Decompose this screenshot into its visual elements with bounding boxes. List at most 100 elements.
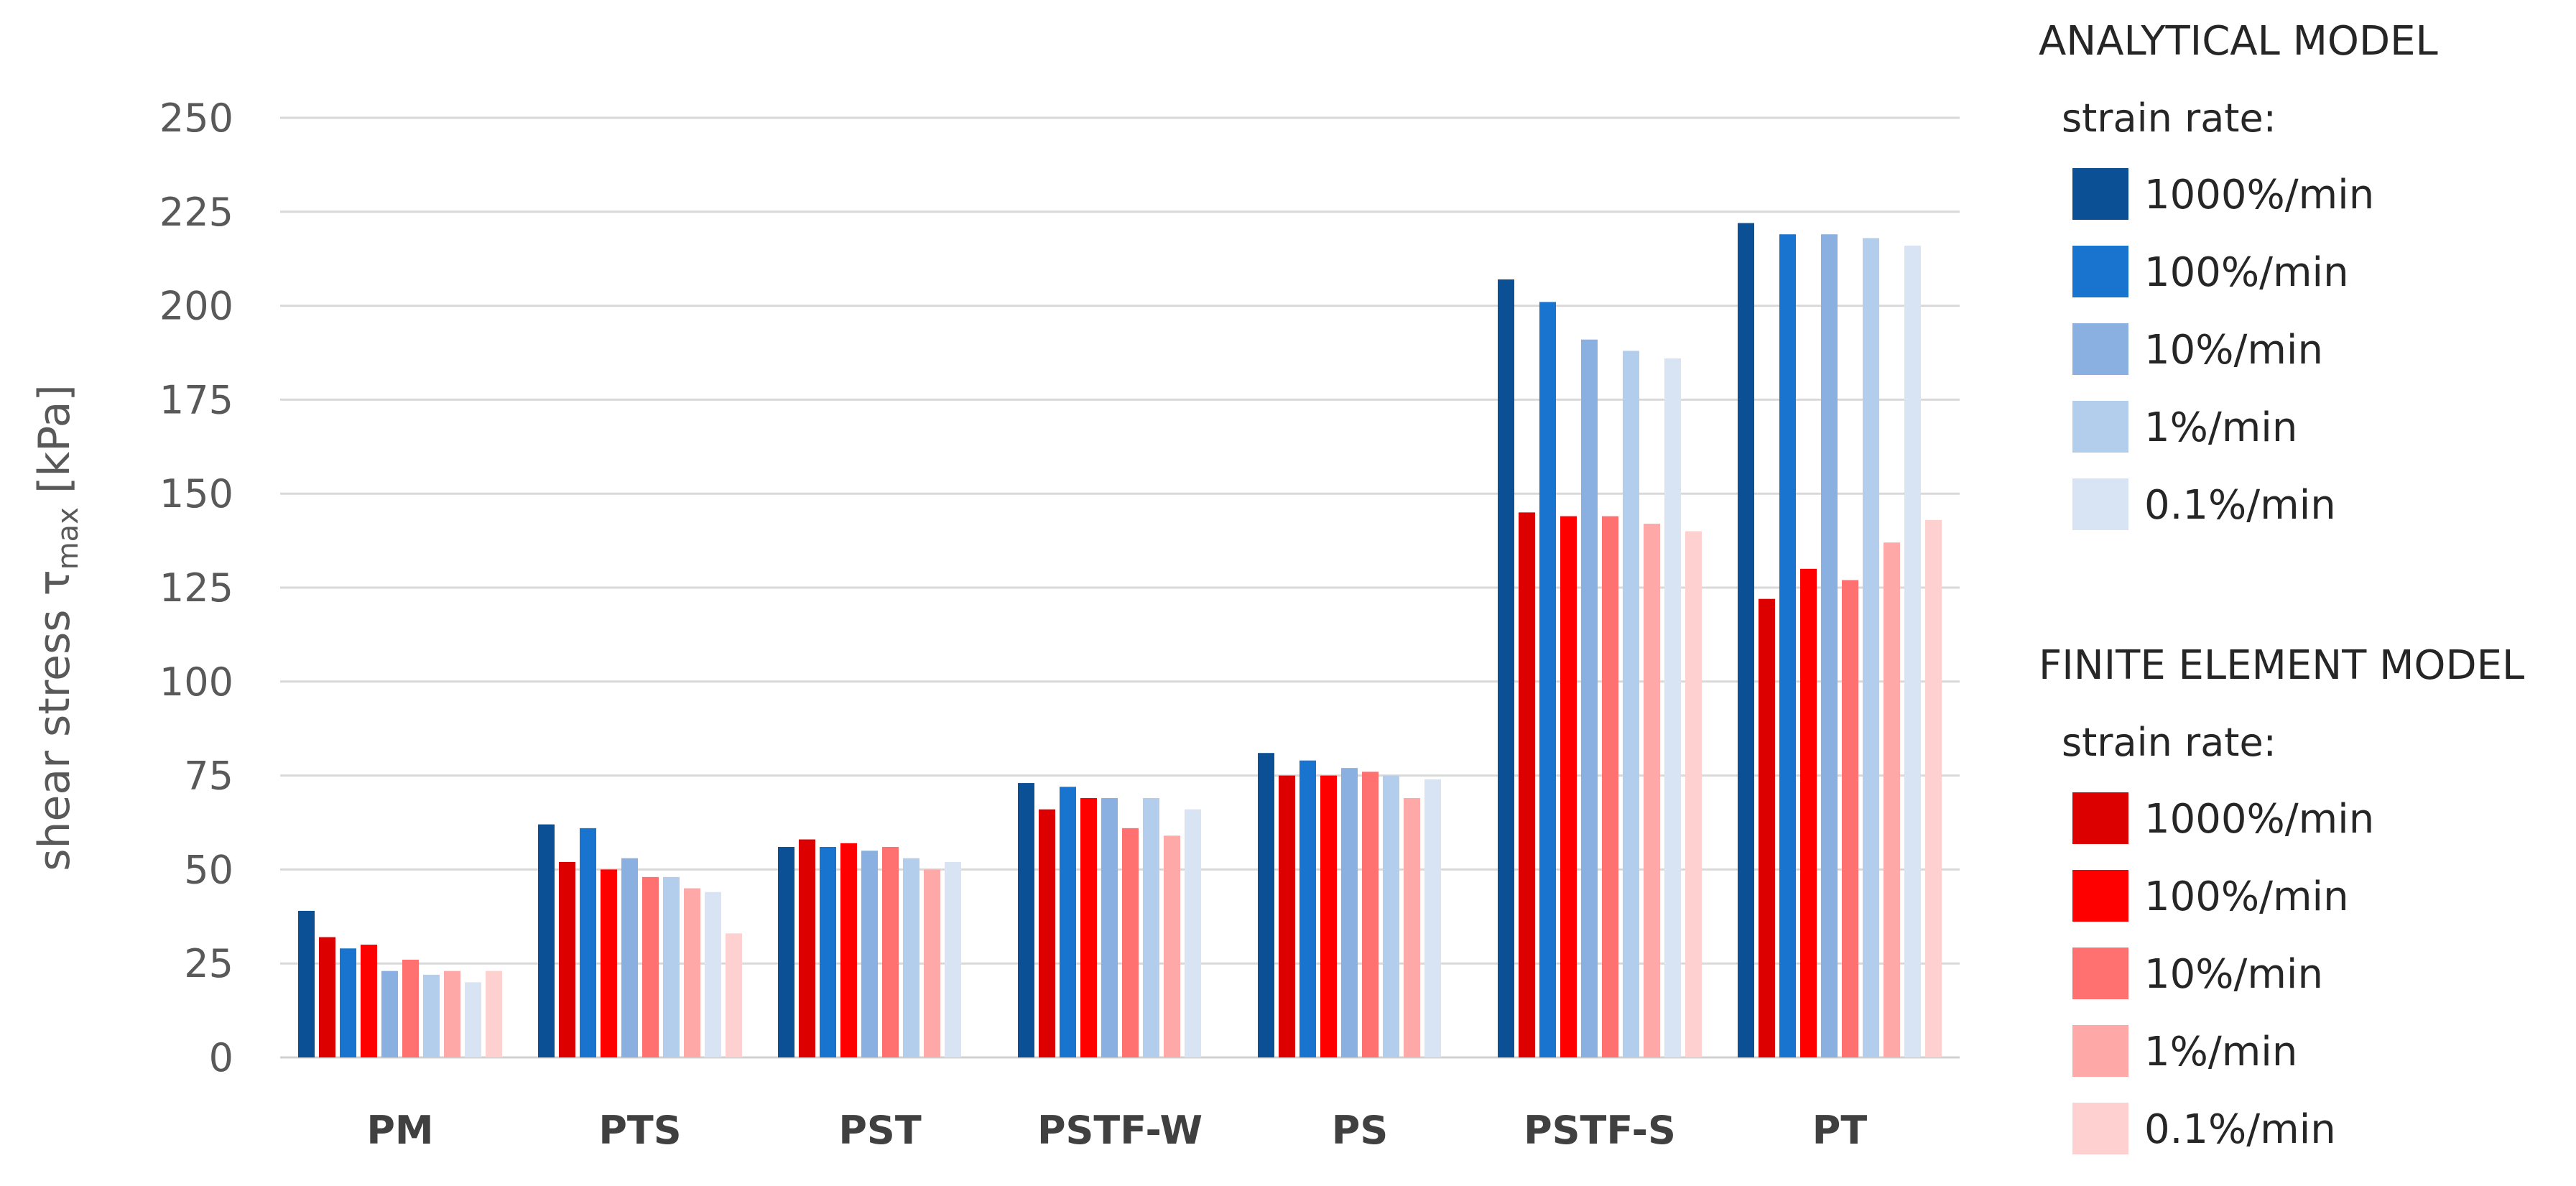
bar xyxy=(298,910,315,1057)
bar xyxy=(1080,797,1097,1057)
legend-entry-label: 10%/min xyxy=(2144,327,2323,374)
bar xyxy=(1299,760,1316,1057)
bar xyxy=(1424,779,1441,1057)
bar xyxy=(945,861,961,1057)
y-tick-label: 50 xyxy=(184,847,233,892)
bar xyxy=(778,847,794,1057)
y-tick-label: 225 xyxy=(159,190,233,235)
bar xyxy=(1539,302,1556,1057)
bar xyxy=(1018,783,1034,1057)
legend-swatch xyxy=(2072,870,2128,922)
bar xyxy=(1101,797,1118,1057)
bar xyxy=(1279,775,1295,1057)
legend-heading: ANALYTICAL MODEL xyxy=(2039,18,2438,65)
legend-swatch xyxy=(2072,1103,2128,1154)
bar xyxy=(1884,542,1900,1057)
bar xyxy=(1685,531,1702,1057)
legend-entry-label: 10%/min xyxy=(2144,951,2323,998)
bar xyxy=(1644,524,1660,1057)
legend: ANALYTICAL MODEL strain rate: 1000%/min 100… xyxy=(2039,18,2524,1154)
bar xyxy=(840,843,857,1057)
bar xyxy=(601,869,617,1057)
x-category-label: PS xyxy=(1332,1108,1388,1153)
bar xyxy=(402,959,419,1057)
bar xyxy=(1664,358,1681,1057)
legend-swatch xyxy=(2072,948,2128,999)
y-tick-label: 250 xyxy=(159,96,233,141)
bar xyxy=(580,828,596,1057)
y-tick-label: 25 xyxy=(184,941,233,986)
legend-swatch xyxy=(2072,792,2128,844)
bar xyxy=(1519,512,1535,1057)
bar xyxy=(1602,516,1618,1057)
bar xyxy=(444,970,460,1057)
bar xyxy=(361,945,377,1057)
legend-heading: FINITE ELEMENT MODEL xyxy=(2039,642,2524,689)
bar xyxy=(726,933,742,1057)
bar xyxy=(538,824,555,1057)
legend-entry-label: 1%/min xyxy=(2144,1029,2297,1075)
bar xyxy=(1779,234,1796,1057)
x-category-label: PT xyxy=(1812,1108,1868,1153)
bar xyxy=(486,970,502,1057)
bar xyxy=(642,876,659,1057)
x-category-label: PSTF-W xyxy=(1037,1108,1203,1153)
bar xyxy=(903,858,919,1057)
y-axis-label-unit: [kPa] xyxy=(29,384,80,507)
legend-entry-label: 1000%/min xyxy=(2144,796,2374,843)
y-tick-label: 0 xyxy=(209,1035,233,1080)
bar xyxy=(465,982,481,1057)
bar xyxy=(1258,753,1274,1057)
y-tick-label: 150 xyxy=(159,471,233,516)
legend-swatch xyxy=(2072,323,2128,375)
y-axis-ticks: 0 25 50 75 100 125 150 175 200 225 250 xyxy=(159,96,233,1080)
legend-subheading: strain rate: xyxy=(2062,96,2276,141)
bar xyxy=(1863,238,1879,1057)
bar xyxy=(319,937,335,1057)
bar xyxy=(1143,797,1159,1057)
legend-entry-label: 100%/min xyxy=(2144,874,2349,920)
x-category-label: PSTF-S xyxy=(1524,1108,1676,1153)
y-axis-label: shear stress τmax [kPa] xyxy=(29,384,85,871)
legend-swatch xyxy=(2072,478,2128,530)
bar xyxy=(423,974,440,1057)
bar xyxy=(381,970,398,1057)
bar xyxy=(1904,245,1921,1058)
x-category-label: PTS xyxy=(598,1108,681,1153)
y-tick-label: 75 xyxy=(184,754,233,799)
bar xyxy=(621,858,638,1057)
gridlines xyxy=(280,116,1960,1059)
bar xyxy=(1759,598,1775,1057)
legend-entry-label: 0.1%/min xyxy=(2144,1106,2336,1153)
bar xyxy=(1623,351,1639,1057)
bar xyxy=(559,861,575,1057)
bar xyxy=(663,876,680,1057)
y-tick-label: 200 xyxy=(159,284,233,329)
bar xyxy=(1060,787,1076,1057)
bar xyxy=(1341,768,1358,1057)
bar xyxy=(1821,234,1838,1057)
bar xyxy=(1800,568,1817,1057)
y-tick-label: 125 xyxy=(159,565,233,611)
legend-entry-label: 1000%/min xyxy=(2144,172,2374,218)
legend-swatch xyxy=(2072,168,2128,220)
y-tick-label: 175 xyxy=(159,377,233,422)
bar xyxy=(705,891,721,1057)
bar xyxy=(1164,835,1180,1057)
legend-swatch xyxy=(2072,401,2128,453)
x-category-label: PM xyxy=(366,1108,433,1153)
bar xyxy=(1404,797,1420,1057)
x-category-label: PST xyxy=(838,1108,921,1153)
bar xyxy=(340,948,356,1057)
bar xyxy=(1362,772,1379,1057)
legend-entry-label: 0.1%/min xyxy=(2144,482,2336,529)
bar xyxy=(1383,775,1399,1057)
legend-swatch xyxy=(2072,1025,2128,1077)
legend-swatch xyxy=(2072,246,2128,297)
bar xyxy=(799,839,815,1057)
bars xyxy=(298,223,1942,1058)
bar xyxy=(684,888,700,1057)
legend-subheading: strain rate: xyxy=(2062,720,2276,765)
y-axis-label-subscript: max xyxy=(52,507,85,570)
